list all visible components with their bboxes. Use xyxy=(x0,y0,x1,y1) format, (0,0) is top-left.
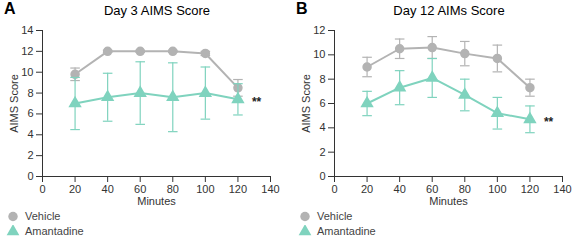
svg-text:140: 140 xyxy=(553,183,571,195)
svg-text:6: 6 xyxy=(319,97,325,109)
svg-text:20: 20 xyxy=(361,183,373,195)
svg-text:AIMS Score: AIMS Score xyxy=(300,74,312,133)
html-text:Day 3 AIMS Score: Day 3 AIMS Score xyxy=(103,3,211,18)
svg-text:6: 6 xyxy=(27,107,33,119)
svg-text:100: 100 xyxy=(196,183,214,195)
svg-text:AIMS Score: AIMS Score xyxy=(8,74,20,133)
html-text:Vehicle: Vehicle xyxy=(317,209,353,222)
svg-text:80: 80 xyxy=(167,183,179,195)
svg-text:100: 100 xyxy=(488,183,506,195)
svg-text:60: 60 xyxy=(426,183,438,195)
svg-text:12: 12 xyxy=(21,45,33,57)
svg-text:2: 2 xyxy=(319,146,325,158)
svg-text:4: 4 xyxy=(319,121,325,133)
svg-text:14: 14 xyxy=(21,24,33,36)
html-text:A: A xyxy=(4,0,16,17)
svg-text:0: 0 xyxy=(319,170,325,182)
svg-text:Minutes: Minutes xyxy=(429,195,468,207)
svg-text:**: ** xyxy=(544,115,554,129)
svg-text:8: 8 xyxy=(27,87,33,99)
svg-text:4: 4 xyxy=(27,128,33,140)
html-text:Amantadine: Amantadine xyxy=(317,224,376,237)
svg-text:20: 20 xyxy=(69,183,81,195)
html-text:Day 12 AIMs Score: Day 12 AIMs Score xyxy=(393,3,505,18)
svg-text:8: 8 xyxy=(319,73,325,85)
html-text:B: B xyxy=(296,0,308,17)
svg-text:2: 2 xyxy=(27,149,33,161)
svg-text:0: 0 xyxy=(331,183,337,195)
svg-text:0: 0 xyxy=(27,170,33,182)
svg-text:40: 40 xyxy=(102,183,114,195)
svg-text:120: 120 xyxy=(229,183,247,195)
svg-text:**: ** xyxy=(252,95,262,109)
svg-text:120: 120 xyxy=(521,183,539,195)
svg-text:12: 12 xyxy=(313,24,325,36)
svg-text:Minutes: Minutes xyxy=(137,195,176,207)
svg-text:10: 10 xyxy=(21,66,33,78)
svg-text:60: 60 xyxy=(134,183,146,195)
html-text:Amantadine: Amantadine xyxy=(25,224,84,237)
html-text:Vehicle: Vehicle xyxy=(25,209,61,222)
svg-text:0: 0 xyxy=(39,183,45,195)
svg-text:10: 10 xyxy=(313,48,325,60)
svg-text:80: 80 xyxy=(459,183,471,195)
svg-text:140: 140 xyxy=(261,183,279,195)
svg-text:40: 40 xyxy=(394,183,406,195)
